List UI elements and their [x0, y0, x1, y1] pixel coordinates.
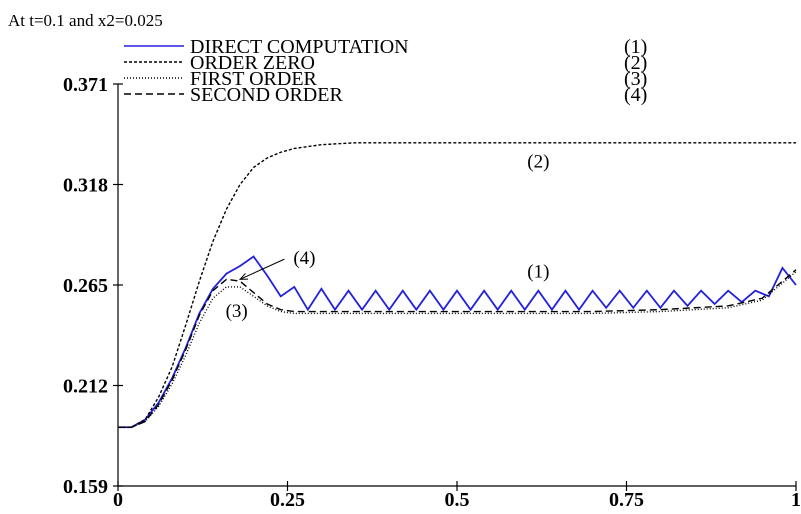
legend-label: DIRECT COMPUTATION	[190, 36, 409, 58]
series-line-3	[118, 271, 797, 428]
x-tick-label: 1	[791, 489, 801, 511]
chart-title: At t=0.1 and x2=0.025	[8, 11, 163, 30]
x-tick-label: 0.5	[445, 489, 470, 511]
annotations: (2) (1) (4) (3)	[226, 151, 550, 322]
legend-label: ORDER ZERO	[190, 52, 315, 74]
x-tick-label: 0.75	[609, 489, 644, 511]
legend-label: FIRST ORDER	[190, 68, 318, 90]
y-tick-label: 0.371	[63, 74, 108, 96]
legend: DIRECT COMPUTATION (1) ORDER ZERO (2) FIRST …	[124, 36, 647, 106]
annotation-arrowhead	[238, 273, 249, 280]
legend-tag: (3)	[624, 68, 647, 90]
y-tick-label: 0.265	[63, 275, 108, 297]
annotation-label: (3)	[226, 301, 248, 322]
legend-tag: (1)	[624, 36, 647, 58]
annotation-label: (2)	[527, 151, 549, 172]
annotation-label: (4)	[293, 248, 315, 269]
series-line-4	[118, 269, 797, 428]
legend-tag: (4)	[624, 84, 647, 106]
legend-label: SECOND ORDER	[190, 84, 343, 106]
series-group	[118, 142, 797, 429]
axes	[117, 84, 796, 487]
x-tick-label: 0.25	[270, 489, 305, 511]
annotation-arrow	[239, 258, 285, 280]
annotation-label: (1)	[527, 261, 549, 282]
series-line-2	[118, 142, 796, 428]
x-tick-label: 0	[113, 489, 123, 511]
legend-tag: (2)	[624, 52, 647, 74]
y-tick-label: 0.159	[63, 476, 108, 498]
y-tick-label: 0.212	[63, 376, 108, 398]
y-tick-label: 0.318	[63, 175, 108, 197]
series-line-1	[118, 255, 797, 429]
ticks: 0.159 0.212 0.265 0.318 0.371 0 0.25 0.5 0.75 1	[63, 74, 801, 511]
